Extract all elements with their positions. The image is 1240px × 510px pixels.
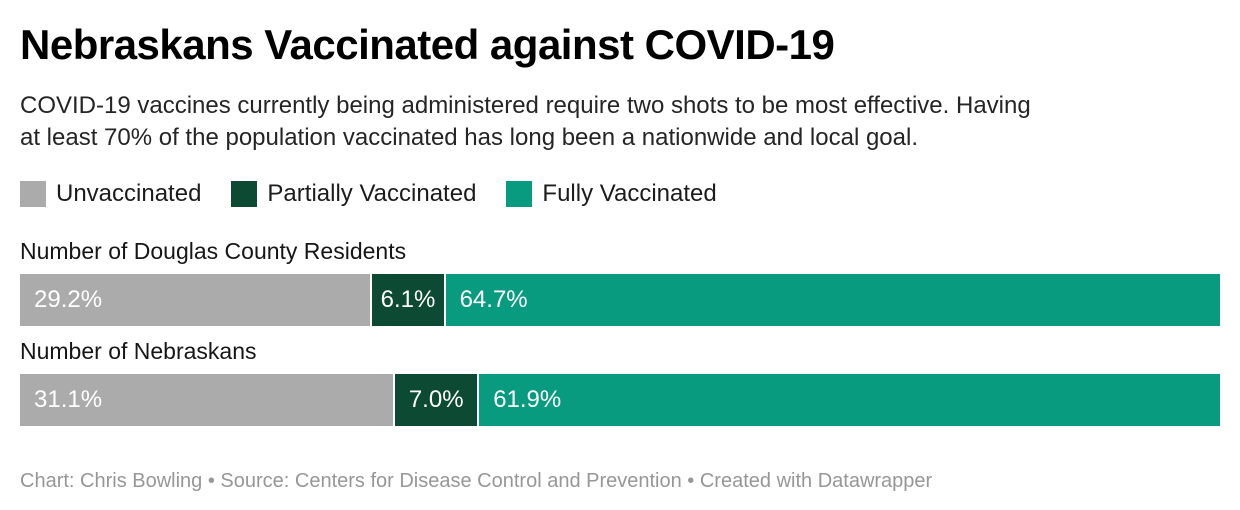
legend-swatch-unvaccinated [20,181,46,208]
legend-label: Partially Vaccinated [267,180,477,208]
bar-row-label-nebraskans: Number of Nebraskans [20,338,257,365]
chart-container: Nebraskans Vaccinated against COVID-19 C… [20,21,1220,493]
bar-value-label: 61.9% [493,386,562,414]
legend-item-unvaccinated: Unvaccinated [20,180,201,208]
bar-segment-partially-vaccinated[interactable]: 6.1% [370,274,444,327]
chart-footer-credits: Chart: Chris Bowling • Source: Centers f… [20,470,933,493]
bar-value-label: 6.1% [380,286,436,314]
legend: Unvaccinated Partially Vaccinated Fully … [20,180,1220,208]
legend-item-partially-vaccinated: Partially Vaccinated [231,180,476,208]
legend-swatch-partially-vaccinated [231,181,258,208]
bar-value-label: 29.2% [34,286,103,314]
bar-value-label: 31.1% [34,386,103,414]
legend-item-fully-vaccinated: Fully Vaccinated [506,180,717,208]
bar-value-label: 64.7% [459,286,528,314]
bar-segment-partially-vaccinated[interactable]: 7.0% [393,374,478,427]
legend-label: Fully Vaccinated [542,180,717,208]
bar-segment-unvaccinated[interactable]: 29.2% [20,274,371,327]
bar-segment-fully-vaccinated[interactable]: 64.7% [443,274,1220,327]
bar-value-label: 7.0% [408,386,464,414]
description-line-1: COVID-19 vaccines currently being admini… [20,92,1031,120]
bar-row-label-douglas-county: Number of Douglas County Residents [20,238,407,265]
bar-segment-fully-vaccinated[interactable]: 61.9% [477,374,1220,427]
legend-swatch-fully-vaccinated [506,181,533,208]
description-line-2: at least 70% of the population vaccinate… [20,124,918,152]
bar-segment-unvaccinated[interactable]: 31.1% [20,374,394,427]
legend-label: Unvaccinated [56,180,202,208]
bar-nebraskans: 31.1% 7.0% 61.9% [20,374,1220,427]
chart-description: COVID-19 vaccines currently being admini… [20,90,1220,154]
chart-title: Nebraskans Vaccinated against COVID-19 [20,21,835,68]
bar-douglas-county: 29.2% 6.1% 64.7% [20,274,1220,327]
